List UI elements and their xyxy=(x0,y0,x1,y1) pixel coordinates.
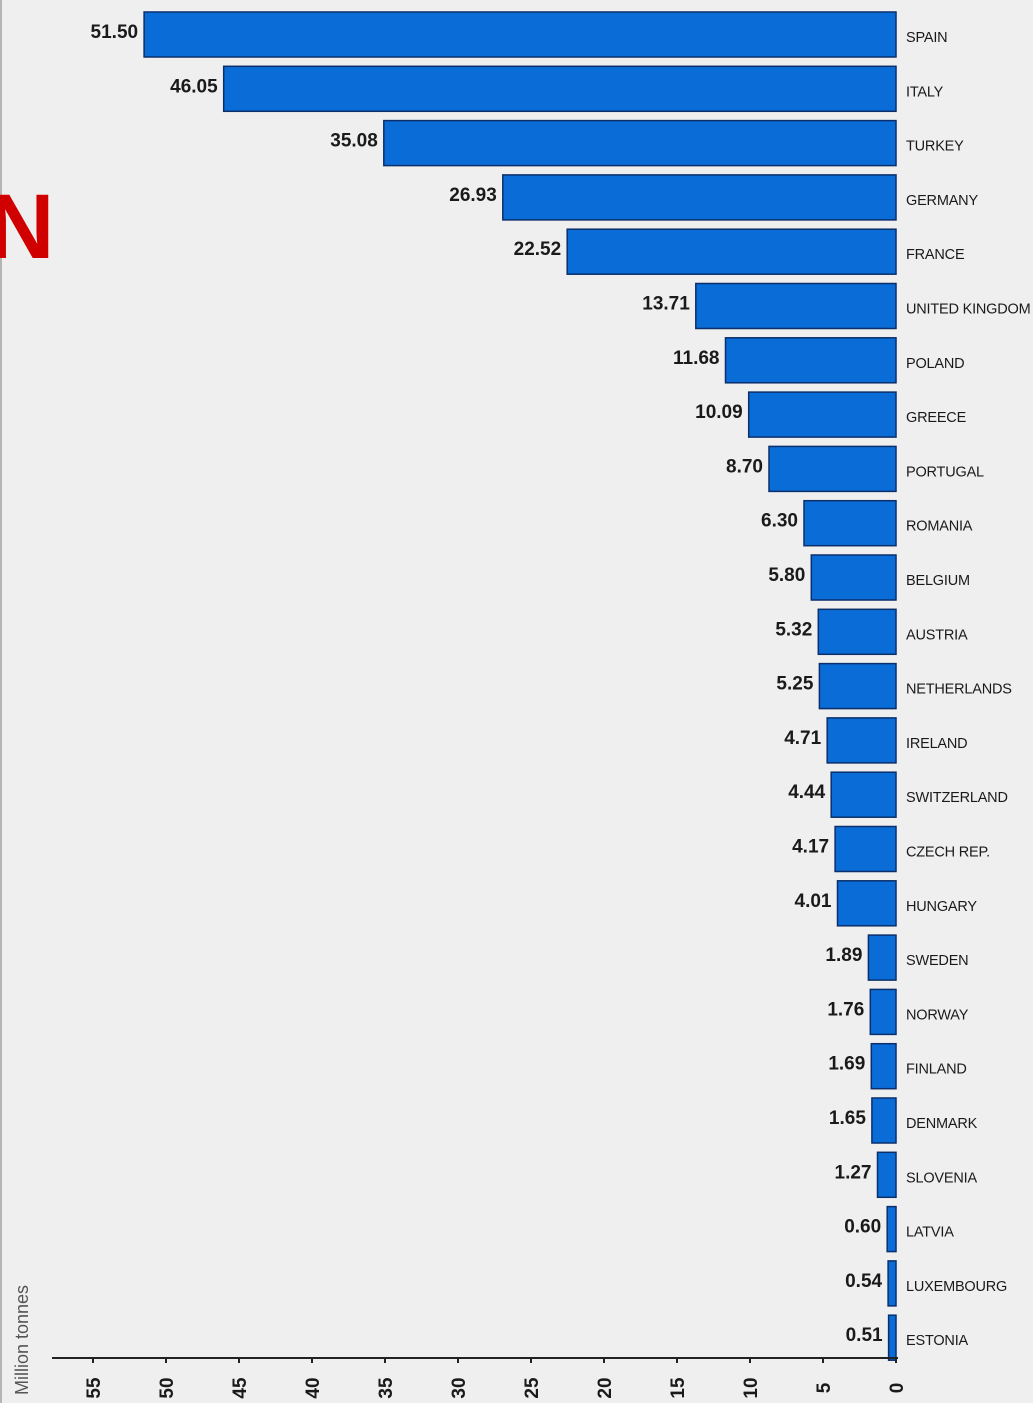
x-tick-label-10: 10 xyxy=(741,1377,762,1398)
partial-title-fragment: N xyxy=(0,176,54,278)
category-label-netherlands: NETHERLANDS xyxy=(906,682,1012,698)
bar-france xyxy=(566,228,897,275)
value-label-portugal: 8.70 xyxy=(726,456,763,477)
value-label-turkey: 35.08 xyxy=(330,131,378,152)
x-tick-label-5: 5 xyxy=(814,1382,835,1393)
value-label-denmark: 1.65 xyxy=(829,1108,866,1129)
bar-netherlands xyxy=(818,662,897,710)
bar-poland xyxy=(724,337,897,384)
bar-luxembourg xyxy=(887,1260,897,1307)
value-label-romania: 6.30 xyxy=(761,511,798,532)
x-tick-label-55: 55 xyxy=(84,1377,105,1399)
value-label-spain: 51.50 xyxy=(91,22,139,43)
value-label-sweden: 1.89 xyxy=(825,945,862,966)
x-tick-label-45: 45 xyxy=(230,1377,251,1399)
bar-ireland xyxy=(826,717,897,764)
value-label-luxembourg: 0.54 xyxy=(845,1271,882,1292)
category-label-latvia: LATVIA xyxy=(906,1225,954,1241)
category-label-germany: GERMANY xyxy=(906,193,978,209)
category-label-czech-rep: CZECH REP. xyxy=(906,845,990,861)
bar-slovenia xyxy=(876,1151,897,1199)
bar-czech-rep xyxy=(834,825,897,873)
bar-estonia xyxy=(887,1314,897,1361)
category-label-turkey: TURKEY xyxy=(906,139,964,155)
category-label-poland: POLAND xyxy=(906,356,964,372)
x-axis-ticks-group: 0 5 10 15 20 25 30 35 40 45 50 55 xyxy=(84,1358,908,1399)
value-label-slovenia: 1.27 xyxy=(835,1162,872,1183)
bar-italy xyxy=(222,65,897,113)
category-label-sweden: SWEDEN xyxy=(906,953,968,969)
bar-sweden xyxy=(867,934,897,981)
x-tick-label-25: 25 xyxy=(522,1377,543,1399)
value-label-austria: 5.32 xyxy=(775,619,812,640)
category-label-belgium: BELGIUM xyxy=(906,573,970,589)
category-label-slovenia: SLOVENIA xyxy=(906,1170,977,1186)
category-label-denmark: DENMARK xyxy=(906,1116,978,1132)
value-label-hungary: 4.01 xyxy=(795,891,832,912)
bar-germany xyxy=(502,174,897,221)
x-tick-label-30: 30 xyxy=(449,1377,470,1398)
bar-turkey xyxy=(383,119,897,167)
category-label-switzerland: SWITZERLAND xyxy=(906,790,1008,806)
bar-latvia xyxy=(886,1205,897,1253)
bar-hungary xyxy=(836,880,897,927)
value-label-italy: 46.05 xyxy=(170,76,218,97)
bars-group xyxy=(143,11,897,1361)
value-label-czech-rep: 4.17 xyxy=(792,837,829,858)
category-label-finland: FINLAND xyxy=(906,1062,967,1078)
value-label-estonia: 0.51 xyxy=(846,1325,883,1346)
category-label-spain: SPAIN xyxy=(906,30,947,46)
category-label-france: FRANCE xyxy=(906,247,965,263)
x-tick-label-20: 20 xyxy=(595,1377,616,1398)
category-label-hungary: HUNGARY xyxy=(906,899,977,915)
category-label-italy: ITALY xyxy=(906,84,944,100)
category-label-norway: NORWAY xyxy=(906,1007,969,1023)
category-label-luxembourg: LUXEMBOURG xyxy=(906,1279,1007,1295)
value-label-finland: 1.69 xyxy=(828,1054,865,1075)
category-label-united-kingdom: UNITED KINGDOM xyxy=(906,302,1030,318)
bar-united-kingdom xyxy=(695,282,897,330)
value-label-germany: 26.93 xyxy=(449,185,497,206)
value-label-france: 22.52 xyxy=(514,239,562,260)
category-label-romania: ROMANIA xyxy=(906,519,973,535)
value-label-netherlands: 5.25 xyxy=(776,674,813,695)
value-label-greece: 10.09 xyxy=(695,402,743,423)
category-label-portugal: PORTUGAL xyxy=(906,464,984,480)
value-label-norway: 1.76 xyxy=(827,999,864,1020)
x-tick-label-15: 15 xyxy=(668,1377,689,1399)
bar-spain xyxy=(143,11,897,58)
x-tick-label-35: 35 xyxy=(376,1377,397,1399)
bar-romania xyxy=(803,499,897,547)
value-label-belgium: 5.80 xyxy=(768,565,805,586)
value-labels-group: 51.50 46.05 35.08 26.93 22.52 13.71 11.68 10.09… xyxy=(91,22,883,1346)
value-label-switzerland: 4.44 xyxy=(788,782,825,803)
value-label-poland: 11.68 xyxy=(673,348,720,369)
bar-finland xyxy=(870,1042,897,1090)
category-label-greece: GREECE xyxy=(906,410,967,426)
axis-title: Million tonnes xyxy=(12,1285,32,1395)
x-tick-label-0: 0 xyxy=(887,1383,908,1394)
category-labels-group: SPAIN ITALY TURKEY GERMANY FRANCE UNITED KING… xyxy=(906,30,1031,1349)
value-label-latvia: 0.60 xyxy=(844,1217,881,1238)
bar-denmark xyxy=(871,1097,897,1144)
bar-norway xyxy=(869,988,897,1036)
bar-austria xyxy=(817,608,897,656)
value-label-ireland: 4.71 xyxy=(784,728,821,749)
category-label-ireland: IRELAND xyxy=(906,736,967,752)
bar-greece xyxy=(747,391,897,438)
x-tick-label-40: 40 xyxy=(303,1377,324,1398)
value-label-united-kingdom: 13.71 xyxy=(642,294,690,315)
bar-portugal xyxy=(768,445,897,493)
x-tick-label-50: 50 xyxy=(157,1377,178,1398)
bar-belgium xyxy=(810,554,897,601)
bar-switzerland xyxy=(830,771,897,818)
category-label-estonia: ESTONIA xyxy=(906,1333,969,1349)
category-label-austria: AUSTRIA xyxy=(906,627,968,643)
